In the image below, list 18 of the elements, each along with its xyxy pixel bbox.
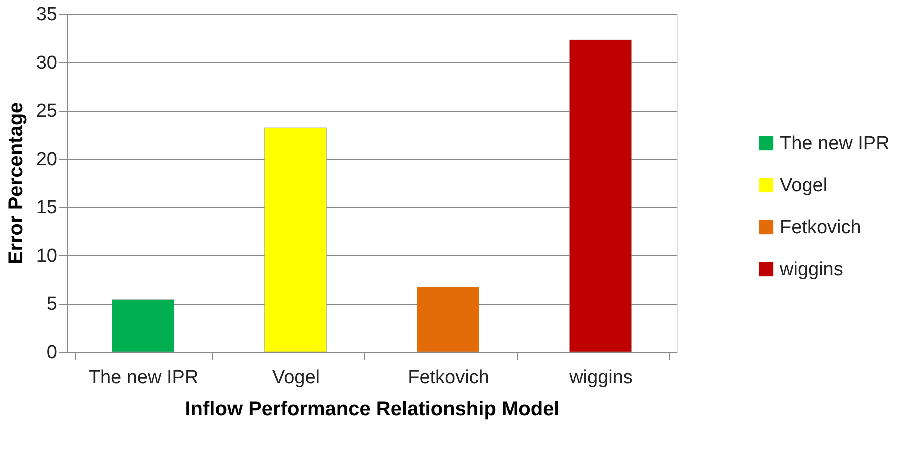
y-tick-label: 35: [36, 4, 58, 26]
x-tick-label: wiggins: [568, 368, 633, 388]
y-tick-label: 30: [36, 52, 58, 74]
legend-label: wiggins: [779, 260, 844, 280]
x-axis-title: Inflow Performance Relationship Model: [185, 398, 560, 420]
x-tick-label: The new IPR: [88, 368, 199, 388]
legend-label: Vogel: [780, 176, 828, 196]
y-axis-title: Error Percentage: [5, 102, 28, 265]
y-tick-label: 15: [36, 198, 58, 219]
x-tick-label: Vogel: [272, 368, 320, 388]
y-tick-label: 10: [36, 246, 58, 267]
y-tick-label: 5: [46, 294, 58, 316]
legend-label: Fetkovich: [780, 218, 862, 238]
y-tick-label: 0: [46, 342, 58, 364]
y-tick-label: 25: [36, 101, 58, 122]
legend-label: The new IPR: [780, 134, 890, 154]
y-tick-label: 20: [36, 149, 58, 170]
x-tick-label: Fetkovich: [408, 368, 490, 388]
